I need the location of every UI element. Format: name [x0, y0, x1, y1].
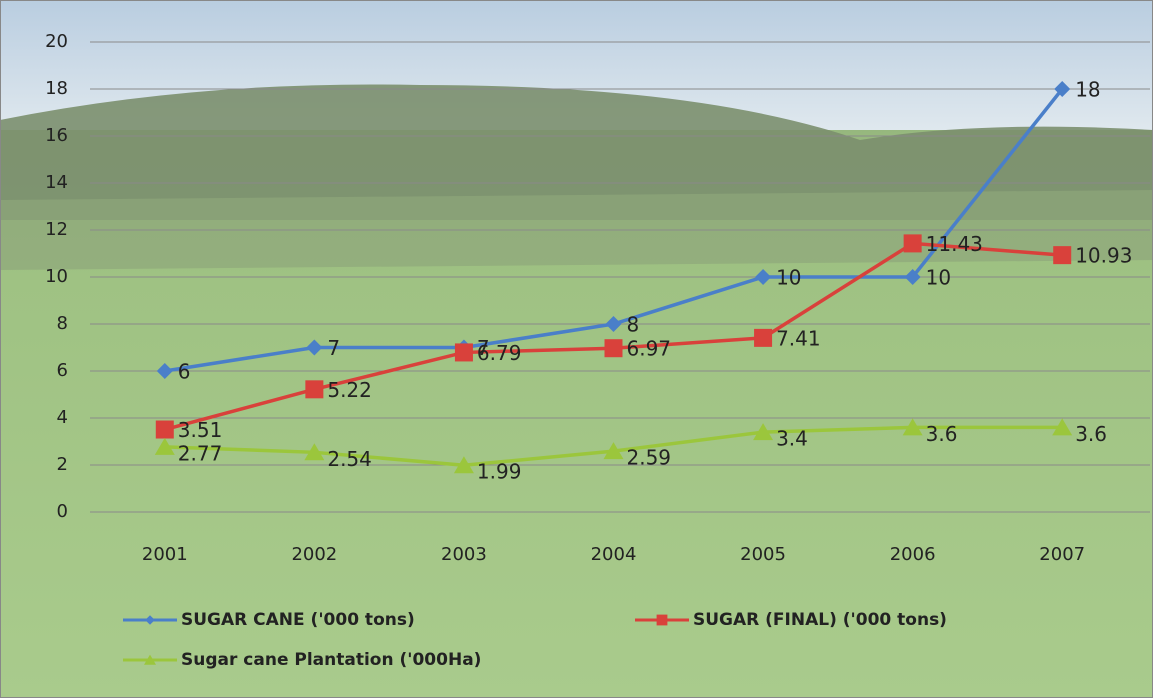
data-label: 10 [926, 266, 951, 290]
data-label: 3.4 [776, 427, 808, 451]
data-label: 7 [477, 336, 490, 360]
data-label: 18 [1075, 78, 1100, 102]
data-label: 5.22 [327, 378, 372, 402]
x-tick-label: 2001 [142, 544, 188, 565]
data-point [1052, 418, 1073, 436]
data-point [902, 418, 923, 436]
y-tick-label: 16 [45, 125, 68, 146]
data-point [603, 442, 624, 460]
y-tick-label: 14 [45, 172, 68, 193]
data-label: 3.6 [1075, 422, 1107, 446]
data-point [904, 269, 921, 285]
data-point [156, 363, 173, 379]
data-point [604, 339, 623, 358]
data-label: 10 [776, 266, 801, 290]
x-tick-label: 2004 [591, 544, 637, 565]
y-tick-label: 20 [45, 31, 68, 52]
data-point [453, 456, 474, 474]
data-point [154, 437, 175, 455]
data-point [304, 443, 325, 461]
data-label: 8 [627, 313, 640, 337]
data-label: 6 [178, 360, 191, 384]
y-tick-label: 2 [57, 454, 68, 475]
x-tick-label: 2006 [890, 544, 936, 565]
x-tick-label: 2003 [441, 544, 487, 565]
y-tick-label: 12 [45, 219, 68, 240]
data-label: 11.43 [926, 232, 983, 256]
legend-marker [656, 614, 668, 626]
data-point [1054, 81, 1071, 97]
legend-label: SUGAR (FINAL) ('000 tons) [693, 610, 947, 630]
y-tick-label: 4 [57, 407, 68, 428]
data-point [305, 380, 324, 399]
data-label: 2.59 [627, 446, 672, 470]
data-label: 10.93 [1075, 244, 1132, 268]
data-point [1053, 246, 1072, 265]
data-label: 2.54 [327, 447, 372, 471]
x-tick-label: 2002 [291, 544, 337, 565]
data-label: 6.97 [627, 337, 672, 361]
data-label: 7.41 [776, 326, 821, 350]
data-label: 3.6 [926, 422, 958, 446]
y-tick-label: 10 [45, 266, 68, 287]
hills [0, 84, 1153, 220]
legend-label: SUGAR CANE ('000 tons) [181, 610, 415, 630]
y-tick-label: 8 [57, 313, 68, 334]
x-tick-label: 2007 [1039, 544, 1085, 565]
y-tick-label: 0 [57, 501, 68, 522]
data-label: 6.79 [477, 341, 522, 365]
data-point [754, 328, 773, 347]
data-point [755, 269, 772, 285]
data-label: 7 [327, 336, 340, 360]
legend-label: Sugar cane Plantation ('000Ha) [181, 650, 481, 670]
data-label: 3.51 [178, 418, 223, 442]
data-point [155, 420, 174, 439]
legend-marker [144, 654, 156, 665]
data-point [903, 234, 922, 253]
data-point [605, 316, 622, 332]
data-point [306, 339, 323, 356]
data-label: 1.99 [477, 460, 522, 484]
data-label: 2.77 [178, 441, 223, 465]
data-point [753, 423, 774, 441]
x-tick-label: 2005 [740, 544, 786, 565]
data-point [454, 343, 473, 362]
y-tick-label: 18 [45, 78, 68, 99]
y-tick-label: 6 [57, 360, 68, 381]
